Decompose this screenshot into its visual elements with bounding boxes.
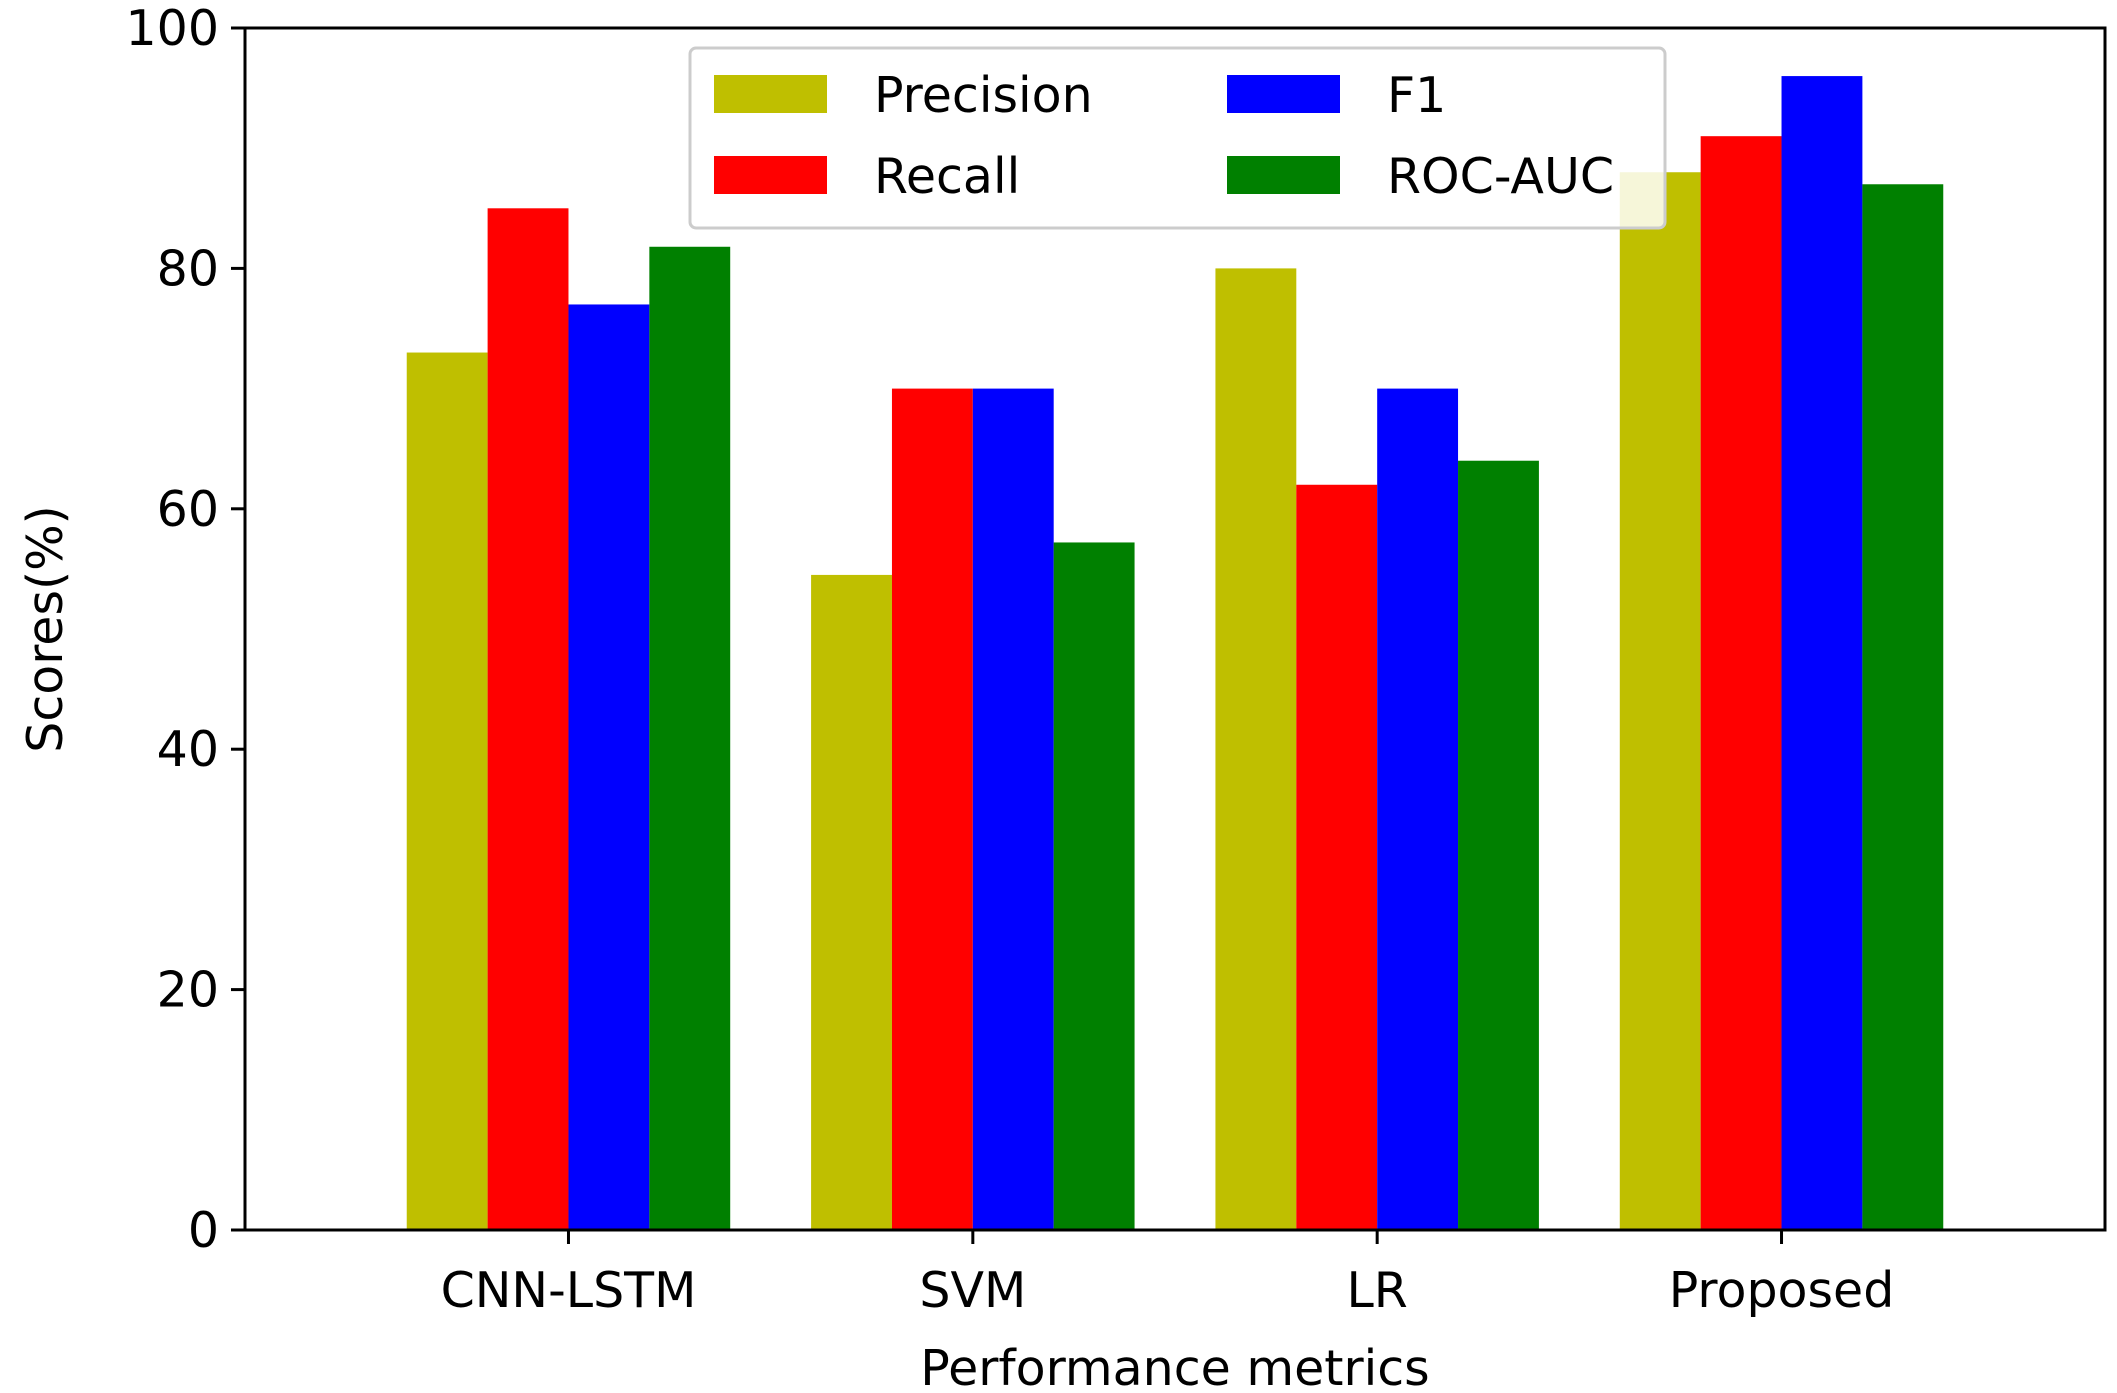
bar-roc-auc-svm bbox=[1053, 542, 1135, 1230]
legend: Precision Recall F1 ROC-AUC bbox=[688, 46, 1667, 230]
bar-f1-lr bbox=[1377, 388, 1459, 1231]
axes-group bbox=[243, 26, 2107, 1232]
y-axis-label: Scores(%) bbox=[17, 505, 74, 753]
x-tick-label: CNN-LSTM bbox=[441, 1262, 697, 1319]
bar-recall-proposed bbox=[1700, 136, 1782, 1231]
legend-box bbox=[688, 46, 1667, 230]
y-tick-label: 40 bbox=[157, 721, 219, 778]
legend-swatch-precision bbox=[714, 75, 827, 113]
y-axis-ticks: 0 20 40 60 80 100 bbox=[125, 0, 245, 1259]
legend-swatch-roc-auc bbox=[1227, 156, 1340, 194]
y-tick-label: 20 bbox=[157, 962, 219, 1019]
bar-precision-proposed bbox=[1619, 172, 1701, 1231]
plot-area-frame bbox=[243, 26, 2107, 1232]
legend-swatch-f1 bbox=[1227, 75, 1340, 113]
x-tick-label: SVM bbox=[919, 1262, 1026, 1319]
y-tick-label: 80 bbox=[157, 240, 219, 297]
bar-f1-svm bbox=[972, 388, 1054, 1231]
legend-label-recall: Recall bbox=[874, 148, 1020, 205]
bars-group bbox=[406, 76, 1944, 1231]
bar-precision-svm bbox=[811, 574, 892, 1230]
bar-f1-proposed bbox=[1781, 76, 1863, 1231]
bar-recall-cnn-lstm bbox=[487, 208, 569, 1231]
y-tick-label: 100 bbox=[125, 0, 219, 57]
bar-roc-auc-cnn-lstm bbox=[649, 246, 731, 1230]
bar-roc-auc-proposed bbox=[1862, 184, 1944, 1230]
bar-recall-svm bbox=[891, 388, 973, 1231]
bar-roc-auc-lr bbox=[1458, 460, 1539, 1231]
legend-label-roc-auc: ROC-AUC bbox=[1387, 148, 1614, 205]
x-axis-label: Performance metrics bbox=[920, 1340, 1429, 1393]
legend-label-f1: F1 bbox=[1387, 67, 1446, 124]
x-tick-label: LR bbox=[1346, 1262, 1407, 1319]
y-tick-label: 0 bbox=[188, 1202, 219, 1259]
bar-recall-lr bbox=[1296, 484, 1378, 1230]
bar-precision-cnn-lstm bbox=[406, 352, 488, 1230]
legend-swatch-recall bbox=[714, 156, 827, 194]
legend-label-precision: Precision bbox=[874, 67, 1093, 124]
bar-f1-cnn-lstm bbox=[568, 304, 650, 1231]
x-tick-label: Proposed bbox=[1669, 1262, 1895, 1319]
y-tick-label: 60 bbox=[157, 481, 219, 538]
bar-precision-lr bbox=[1215, 268, 1297, 1230]
x-axis-ticks: CNN-LSTM SVM LR Proposed bbox=[441, 1230, 1895, 1319]
